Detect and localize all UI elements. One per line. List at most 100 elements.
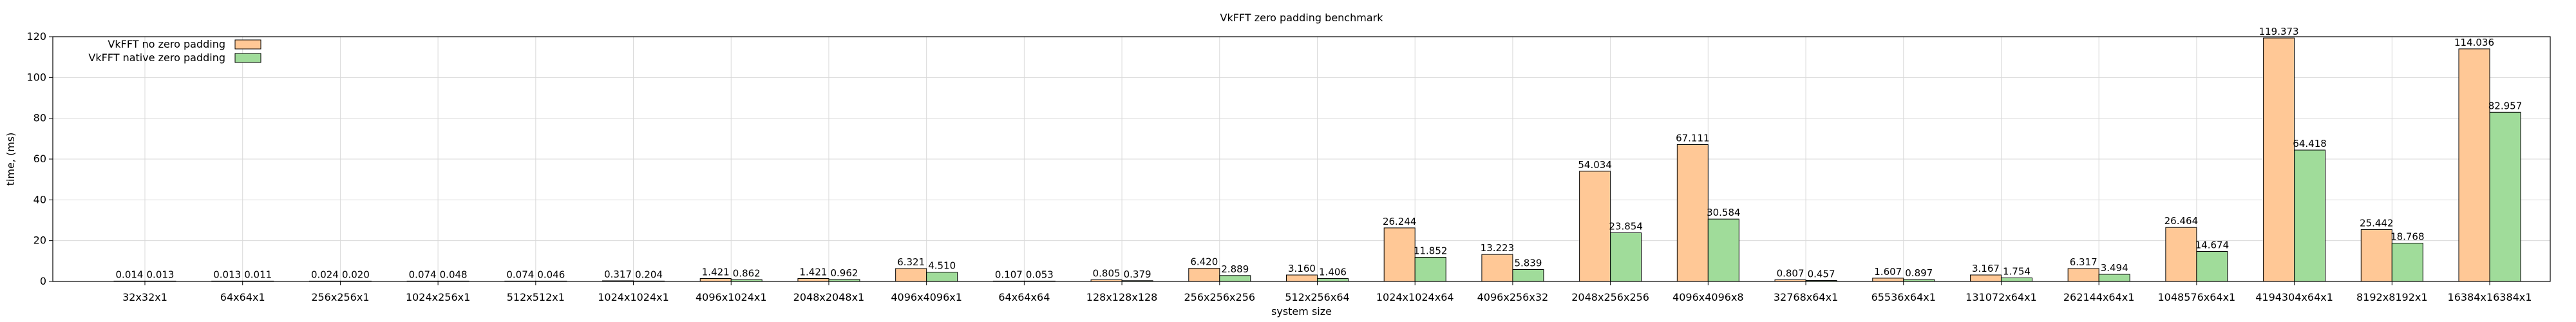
bar-no-zero-padding	[1286, 274, 1318, 282]
value-label-native-zero-padding: 23.854	[1609, 220, 1643, 232]
y-tick-label: 80	[33, 112, 46, 124]
value-label-no-zero-padding: 0.317	[604, 269, 632, 280]
value-label-native-zero-padding: 0.962	[830, 267, 858, 279]
x-tick-label: 32x32x1	[122, 291, 167, 303]
bar-native-zero-padding	[2489, 111, 2521, 282]
x-tick-label: 4096x1024x1	[696, 291, 767, 303]
value-label-no-zero-padding: 0.805	[1093, 267, 1121, 279]
bar-no-zero-padding	[2458, 48, 2490, 282]
x-tick-label: 16384x16384x1	[2448, 291, 2532, 303]
legend-label-no-zero-padding: VkFFT no zero padding	[108, 38, 225, 50]
value-label-no-zero-padding: 119.373	[2259, 26, 2299, 37]
bar-no-zero-padding	[2165, 227, 2197, 282]
y-tick-label: 20	[33, 234, 46, 247]
value-label-no-zero-padding: 13.223	[1481, 242, 1515, 254]
value-label-no-zero-padding: 0.074	[506, 269, 534, 280]
bars	[113, 37, 2521, 282]
value-label-no-zero-padding: 6.317	[2070, 256, 2098, 268]
value-label-native-zero-padding: 14.674	[2195, 240, 2230, 251]
value-label-no-zero-padding: 0.013	[213, 269, 241, 280]
x-tick-label: 2048x2048x1	[793, 291, 865, 303]
y-tick-label: 0	[40, 275, 46, 287]
value-label-native-zero-padding: 1.754	[2003, 265, 2031, 277]
value-label-no-zero-padding: 1.421	[702, 267, 730, 278]
x-tick-label: 512x256x64	[1285, 291, 1349, 303]
x-tick-label: 256x256x1	[311, 291, 369, 303]
y-axis-title: time, (ms)	[5, 133, 17, 186]
y-tick-label: 60	[33, 153, 46, 165]
value-labels: 0.014 0.013 0.024 0.074 0.074 0.317 1.421 1.421…	[116, 26, 2523, 280]
x-tick-label: 1024x256x1	[406, 291, 470, 303]
bar-no-zero-padding	[1579, 171, 1611, 282]
y-tick-label: 120	[26, 30, 46, 43]
value-label-native-zero-padding: 3.494	[2101, 262, 2128, 274]
value-label-native-zero-padding: 0.379	[1124, 269, 1151, 280]
value-label-native-zero-padding: 0.204	[635, 269, 663, 280]
value-label-native-zero-padding: 11.852	[1414, 245, 1448, 256]
legend-swatch-native-zero-padding	[234, 53, 261, 63]
bar-no-zero-padding	[2263, 37, 2295, 282]
value-label-no-zero-padding: 0.014	[116, 269, 144, 280]
x-tick-label: 1024x1024x1	[598, 291, 669, 303]
value-label-no-zero-padding: 54.034	[1578, 159, 1612, 171]
x-tick-label: 32768x64x1	[1774, 291, 1838, 303]
bar-no-zero-padding	[1872, 278, 1904, 282]
value-label-native-zero-padding: 30.584	[1707, 207, 1741, 218]
value-label-native-zero-padding: 2.889	[1221, 263, 1249, 275]
x-tick-label: 64x64x1	[220, 291, 265, 303]
value-label-no-zero-padding: 3.160	[1288, 263, 1316, 274]
value-label-no-zero-padding: 0.024	[311, 269, 339, 280]
value-label-native-zero-padding: 0.862	[733, 267, 761, 279]
value-label-native-zero-padding: 0.013	[147, 269, 175, 280]
x-tick-label: 1024x1024x64	[1376, 291, 1454, 303]
x-tick-label: 2048x256x256	[1571, 291, 1649, 303]
x-tick-label: 8192x8192x1	[2356, 291, 2428, 303]
bar-no-zero-padding	[1481, 254, 1513, 282]
bar-no-zero-padding	[1676, 144, 1709, 282]
value-label-no-zero-padding: 25.442	[2360, 217, 2394, 229]
y-tick-label: 100	[26, 71, 46, 83]
x-tick-label: 4194304x64x1	[2255, 291, 2333, 303]
y-tick-label: 40	[33, 193, 46, 205]
bar-no-zero-padding	[1383, 227, 1416, 282]
legend-label-native-zero-padding: VkFFT native zero padding	[88, 52, 225, 64]
bar-native-zero-padding	[926, 272, 958, 282]
value-label-native-zero-padding: 0.048	[440, 269, 468, 280]
legend: VkFFT no zero padding VkFFT native zero …	[88, 38, 261, 64]
bar-no-zero-padding	[797, 278, 829, 282]
value-label-no-zero-padding: 0.807	[1777, 267, 1804, 279]
value-label-native-zero-padding: 0.020	[342, 269, 370, 280]
value-label-native-zero-padding: 82.957	[2488, 100, 2523, 111]
value-label-no-zero-padding: 26.244	[1383, 216, 1417, 227]
value-label-native-zero-padding: 0.053	[1026, 269, 1054, 280]
bar-no-zero-padding	[1188, 268, 1220, 282]
bar-native-zero-padding	[2000, 277, 2032, 282]
bar-native-zero-padding	[1512, 269, 1544, 282]
bar-native-zero-padding	[1317, 278, 1349, 282]
value-label-no-zero-padding: 67.111	[1676, 132, 1710, 144]
x-tick-label: 65536x64x1	[1871, 291, 1936, 303]
value-label-native-zero-padding: 0.046	[537, 269, 565, 280]
value-label-no-zero-padding: 0.074	[409, 269, 437, 280]
x-tick-label: 4096x4096x8	[1672, 291, 1744, 303]
value-label-native-zero-padding: 0.457	[1808, 269, 1835, 280]
bar-native-zero-padding	[1610, 232, 1642, 282]
x-tick-label: 128x128x128	[1086, 291, 1158, 303]
x-axis-ticks: 32x32x1 64x64x1 256x256x1 1024x256x1 512x512…	[122, 281, 2532, 303]
value-label-native-zero-padding: 18.768	[2391, 231, 2425, 243]
x-tick-label: 262144x64x1	[2063, 291, 2135, 303]
bar-no-zero-padding	[895, 268, 927, 282]
x-tick-label: 131072x64x1	[1965, 291, 2037, 303]
bar-native-zero-padding	[2294, 149, 2326, 282]
value-label-native-zero-padding: 0.011	[244, 269, 272, 280]
x-tick-label: 1048576x64x1	[2158, 291, 2236, 303]
bar-native-zero-padding	[2196, 251, 2228, 282]
value-label-no-zero-padding: 26.464	[2164, 215, 2199, 227]
x-tick-label: 64x64x64	[998, 291, 1050, 303]
value-label-no-zero-padding: 6.321	[897, 256, 925, 268]
value-label-native-zero-padding: 4.510	[928, 260, 956, 272]
value-label-no-zero-padding: 114.036	[2454, 37, 2494, 48]
bar-no-zero-padding	[699, 278, 732, 282]
